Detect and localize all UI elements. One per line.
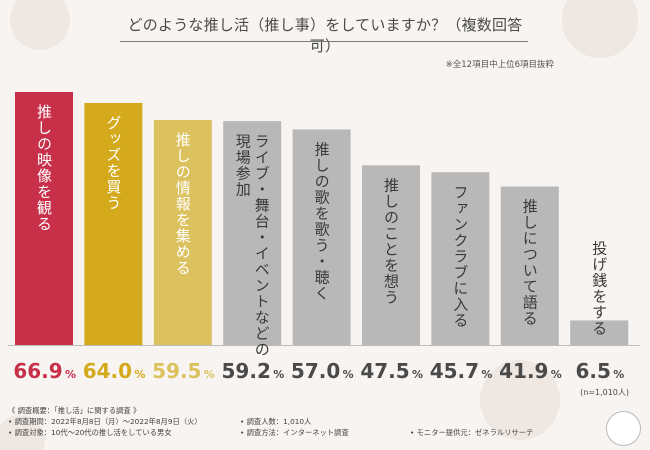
- category-label-3: 推しの情報を集める: [174, 132, 192, 276]
- value-label-7: 45.7: [430, 359, 479, 383]
- category-label-2: グッズを買う: [104, 115, 122, 211]
- category-label-8: 推しについて語る: [521, 199, 539, 327]
- value-unit-2: %: [134, 368, 145, 381]
- value-label-5: 57.0: [291, 359, 340, 383]
- title-paren: （推し事）: [249, 16, 326, 34]
- survey-people: • 調査人数：1,010人: [240, 417, 312, 426]
- value-label-8: 41.9: [499, 359, 548, 383]
- category-label-1: 推しの映像を観る: [35, 104, 53, 232]
- value-label-3: 59.5: [152, 359, 201, 383]
- bar-3: [153, 119, 212, 346]
- title-rest: をしていますか？: [325, 16, 447, 34]
- value-unit-7: %: [481, 368, 492, 381]
- bar-6: [362, 165, 420, 345]
- value-unit-8: %: [551, 368, 562, 381]
- category-label-5: 推しの歌を歌う・聴く: [313, 141, 331, 301]
- value-unit-4: %: [273, 368, 284, 381]
- brand-logo-icon: [606, 411, 641, 446]
- value-label-2: 64.0: [83, 359, 132, 383]
- bar-1: [15, 92, 73, 345]
- value-unit-5: %: [343, 368, 354, 381]
- sample-size-note: (n=1,010人): [580, 388, 629, 397]
- title-underline: [120, 41, 528, 42]
- bar-8: [500, 186, 559, 345]
- subset-note: ※全12項目中上位6項目抜粋: [445, 60, 554, 70]
- value-unit-3: %: [204, 368, 215, 381]
- title-main: どのような推し活: [127, 16, 250, 34]
- survey-monitor: • モニター提供元：ゼネラルリサーチ: [410, 428, 534, 437]
- category-label-7: ファンクラブに入る: [451, 184, 469, 328]
- bar-2: [84, 102, 143, 345]
- value-label-4: 59.2: [222, 359, 271, 383]
- category-label-4-line-1: ライブ・舞台・イベントなどの: [253, 133, 271, 357]
- survey-summary: 《 調査概要：「推し活」に関する調査 》 • 調査期間：2022年8月8日（月）…: [8, 405, 568, 438]
- value-label-1: 66.9: [13, 359, 62, 383]
- category-label-6: 推しのことを想う: [382, 177, 400, 305]
- value-unit-6: %: [412, 368, 423, 381]
- bar-5: [292, 129, 351, 345]
- bar-4: [223, 121, 282, 345]
- category-label-4-line-2: 現場参加: [234, 133, 252, 197]
- bar-7: [431, 172, 490, 345]
- value-label-6: 47.5: [360, 359, 409, 383]
- survey-period: • 調査期間：2022年8月8日（月）～2022年8月9日（火）: [8, 417, 202, 426]
- value-unit-1: %: [65, 368, 76, 381]
- category-label-9: 投げ銭をする: [590, 240, 608, 336]
- survey-method: • 調査方法：インターネット調査: [240, 428, 349, 437]
- value-label-9: 6.5: [575, 359, 610, 383]
- value-unit-9: %: [613, 368, 624, 381]
- survey-target: • 調査対象：10代～20代の推し活をしている男女: [8, 428, 172, 437]
- survey-heading: 《 調査概要：「推し活」に関する調査 》: [8, 406, 141, 415]
- bar-9: [570, 320, 629, 345]
